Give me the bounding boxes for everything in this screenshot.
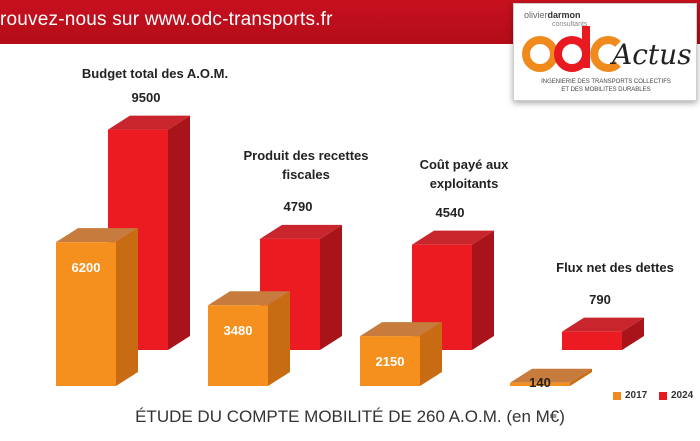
logo-subtitle: consultants xyxy=(552,21,588,28)
chart-title: ÉTUDE DU COMPTE MOBILITÉ DE 260 A.O.M. (… xyxy=(135,407,565,426)
bar-top-s2024-0 xyxy=(108,115,190,130)
bar-side-s2024-0 xyxy=(168,115,190,350)
value-label-2024-0: 9500 xyxy=(131,89,161,105)
bar-top-s2017-2 xyxy=(360,322,442,337)
logo-company-name: olivierdarmon xyxy=(524,10,581,20)
value-label-2017-1: 3480 xyxy=(223,323,253,339)
bar-top-s2024-2 xyxy=(412,230,494,245)
category-label-1: Produit des recettes fiscales xyxy=(243,148,369,182)
bar-top-s2024-1 xyxy=(260,224,342,239)
bar-top-s2017-0 xyxy=(56,228,138,243)
legend-label-2017: 2017 xyxy=(625,390,648,401)
bar-side-s2024-2 xyxy=(472,230,494,350)
bar-s2017-1 xyxy=(208,305,268,386)
logo-actus-text: Actus xyxy=(612,38,692,71)
odc-actus-logo: olivierdarmon consultants Actus INGENIER… xyxy=(513,3,697,101)
category-label-2: Coût payé aux exploitants xyxy=(419,157,509,191)
value-label-2017-2: 2150 xyxy=(375,354,405,370)
category-label-0: Budget total des A.O.M. xyxy=(81,66,229,81)
bar-side-s2017-1 xyxy=(268,291,290,386)
bar-s2024-3 xyxy=(562,331,622,350)
value-label-2024-1: 4790 xyxy=(283,198,313,214)
legend-item-2024: 2024 xyxy=(659,390,693,401)
value-label-2017-3: 140 xyxy=(529,374,551,390)
logo-tagline: INGENIERIE DES TRANSPORTS COLLECTIFS ET … xyxy=(541,79,671,93)
bar-s2017-3 xyxy=(510,382,570,386)
bar-top-s2024-3 xyxy=(562,317,644,332)
bar-side-s2017-3 xyxy=(570,368,592,386)
legend-swatch-2024 xyxy=(659,391,667,400)
legend-item-2017: 2017 xyxy=(613,390,647,401)
value-label-2017-0: 6200 xyxy=(71,260,101,276)
bar-s2017-2 xyxy=(360,336,420,386)
bar-side-s2017-0 xyxy=(116,228,138,386)
bar-side-s2017-2 xyxy=(420,322,442,386)
odc-logo-icon xyxy=(522,26,621,72)
bar-top-s2017-1 xyxy=(208,291,290,306)
legend-label-2024: 2024 xyxy=(671,390,694,401)
value-label-2024-2: 4540 xyxy=(435,204,465,220)
category-label-3: Flux net des dettes xyxy=(556,260,674,275)
bar-side-s2024-1 xyxy=(320,224,342,350)
bar-side-s2024-3 xyxy=(622,317,644,350)
website-link[interactable]: rouvez-nous sur www.odc-transports.fr xyxy=(0,9,333,30)
bar-top-s2017-3 xyxy=(510,368,592,383)
bar-s2017-0 xyxy=(56,242,116,386)
value-label-2024-3: 790 xyxy=(589,291,611,307)
legend-swatch-2017 xyxy=(613,391,621,400)
